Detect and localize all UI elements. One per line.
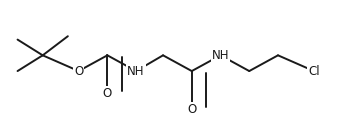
Text: O: O — [74, 65, 83, 78]
Text: Cl: Cl — [308, 65, 320, 78]
Text: O: O — [103, 87, 112, 100]
Text: O: O — [187, 103, 197, 116]
Text: NH: NH — [127, 65, 145, 78]
Text: NH: NH — [212, 49, 229, 62]
